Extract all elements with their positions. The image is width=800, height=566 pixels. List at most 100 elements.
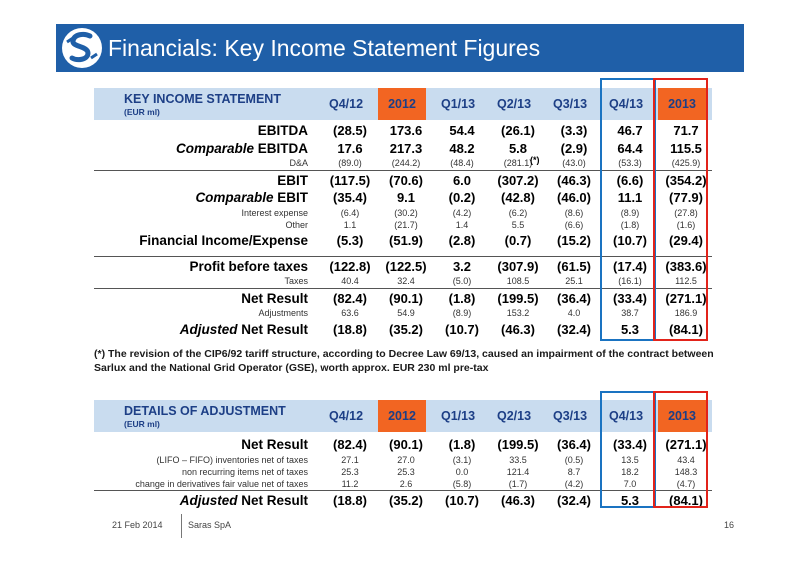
table-row: Taxes 40.4 32.4 (5.0) 108.5 25.1 (16.1) 112.5	[94, 275, 712, 288]
cell-value: 6.0	[452, 173, 472, 188]
table-row: Adjustments 63.6 54.9 (8.9) 153.2 4.0 38.7 186.…	[94, 307, 712, 320]
cell-value: (36.4)	[557, 437, 591, 452]
cell-value: (33.4)	[613, 437, 647, 452]
row-label: change in derivatives fair value net of …	[135, 478, 308, 490]
footer-company: Saras SpA	[188, 520, 232, 530]
cell-value: (6.2)	[508, 208, 528, 218]
table-row: Interest expense (6.4) (30.2) (4.2) (6.2) (8.…	[94, 207, 712, 219]
cell-value: (42.8)	[501, 190, 535, 205]
cell-value: (3.1)	[452, 455, 472, 465]
table-unit: (EUR ml)	[124, 107, 160, 117]
cell-value: (26.1)	[501, 123, 535, 138]
cell-value: (354.2)	[665, 173, 707, 188]
row-label-text: EBITDA	[257, 141, 308, 156]
cell-value: (307.2)	[497, 173, 539, 188]
table-body: Net Result (82.4) (90.1) (1.8) (199.5) (36.4)…	[94, 435, 712, 509]
column-header: Q1/13	[440, 409, 476, 423]
cell-value: (8.9)	[452, 308, 472, 318]
cell-value: 112.5	[675, 276, 697, 286]
column-header: 2012	[378, 88, 426, 120]
2013-highlight-box	[653, 391, 708, 508]
cell-value: 1.1	[343, 220, 357, 230]
table-title: DETAILS OF ADJUSTMENT	[124, 404, 286, 418]
cell-value: (29.4)	[669, 233, 703, 248]
row-label-emphasis: Comparable	[175, 141, 254, 156]
details-of-adjustment-table: DETAILS OF ADJUSTMENT (EUR ml) Q4/12 201…	[94, 400, 712, 509]
row-label-text: (LIFO – FIFO) inventories net of taxes	[156, 455, 308, 465]
cell-value: 48.2	[449, 141, 475, 156]
cell-value: (5.0)	[452, 276, 472, 286]
table-row: Adjusted Net Result (18.8) (35.2) (10.7) (46…	[94, 320, 712, 339]
cell-value: (32.4)	[557, 322, 591, 337]
cell-value: 1.4	[455, 220, 469, 230]
cell-value: (5.8)	[452, 479, 472, 489]
cell-value: (2.8)	[448, 233, 476, 248]
cell-value: (0.5)	[564, 455, 584, 465]
row-label-text: Financial Income/Expense	[139, 233, 308, 248]
cell-value: 9.1	[396, 190, 416, 205]
cell-value: (5.3)	[336, 233, 364, 248]
column-header: Q4/13	[608, 97, 644, 111]
table-row: non recurring items net of taxes 25.3 25.3…	[94, 466, 712, 478]
column-header: Q1/13	[440, 97, 476, 111]
cell-value: (46.3)	[557, 173, 591, 188]
table-row: Adjusted Net Result (18.8) (35.2) (10.7) (46…	[94, 490, 712, 509]
row-label: EBIT	[277, 171, 308, 190]
row-label-text: Net Result	[241, 291, 308, 306]
row-label-text: Adjustments	[258, 308, 308, 318]
cell-value: (122.5)	[385, 259, 427, 274]
row-label-emphasis: Adjusted	[179, 493, 238, 508]
row-label-text: Net Result	[241, 437, 308, 452]
cell-value: (1.6)	[676, 220, 696, 230]
cell-value: (281.1)	[503, 158, 533, 168]
cell-value: (90.1)	[389, 437, 423, 452]
cell-value: (27.8)	[674, 208, 698, 218]
cell-value: 121.4	[506, 467, 530, 477]
cell-value: (4.2)	[452, 208, 472, 218]
cell-value: (51.9)	[389, 233, 423, 248]
cell-value: (383.6)	[665, 259, 707, 274]
cell-value: (244.2)	[391, 158, 421, 168]
cell-value: (89.0)	[338, 158, 362, 168]
row-label: Adjusted Net Result	[180, 491, 308, 510]
cell-value: 7.0	[623, 479, 637, 489]
cell-value: (28.5)	[333, 123, 367, 138]
row-label-text: EBIT	[277, 173, 308, 188]
row-label: Comparable EBITDA	[176, 140, 308, 157]
table-row: Net Result (82.4) (90.1) (1.8) (199.5) (36.4)…	[94, 288, 712, 307]
cell-value: 0.0	[455, 467, 469, 477]
cell-value: (16.1)	[618, 276, 642, 286]
table-row: EBITDA (28.5) 173.6 54.4 (26.1) (3.3) 46.7 71.7	[94, 122, 712, 140]
cell-value: (35.4)	[333, 190, 367, 205]
cell-value: (18.8)	[333, 322, 367, 337]
cell-value: (84.1)	[669, 322, 703, 337]
column-header: Q4/12	[328, 97, 364, 111]
title-banner: Financials: Key Income Statement Figures	[56, 24, 744, 72]
row-label: Profit before taxes	[189, 257, 308, 276]
cell-value: (46.3)	[501, 493, 535, 508]
cell-value: (10.7)	[445, 322, 479, 337]
2013-highlight-box	[653, 78, 708, 341]
cell-value: (18.8)	[333, 493, 367, 508]
cell-value: 8.7	[567, 467, 581, 477]
cell-value: 115.5	[670, 141, 702, 156]
cell-value: 148.3	[674, 467, 698, 477]
cell-value: (0.7)	[504, 233, 532, 248]
cell-value: 54.4	[449, 123, 475, 138]
column-header: Q4/13	[608, 409, 644, 423]
cell-value: (4.7)	[676, 479, 696, 489]
column-header: 2013	[658, 88, 706, 120]
cell-value: 25.1	[565, 276, 583, 286]
row-label-text: Profit before taxes	[189, 259, 308, 274]
row-label: Net Result	[241, 289, 308, 308]
cell-value: (43.0)	[562, 158, 586, 168]
row-label: EBITDA	[258, 122, 308, 140]
cell-value: 27.0	[397, 455, 415, 465]
table-header: KEY INCOME STATEMENT (EUR ml) Q4/12 2012…	[94, 88, 712, 120]
table-row: EBIT (117.5) (70.6) 6.0 (307.2) (46.3) (6.6) (3…	[94, 170, 712, 189]
footer-date: 21 Feb 2014	[112, 520, 163, 530]
table-row: Comparable EBIT (35.4) 9.1 (0.2) (42.8) (46.0…	[94, 189, 712, 207]
cell-value: (8.6)	[564, 208, 584, 218]
cell-value: (35.2)	[389, 322, 423, 337]
cell-value: (30.2)	[394, 208, 418, 218]
